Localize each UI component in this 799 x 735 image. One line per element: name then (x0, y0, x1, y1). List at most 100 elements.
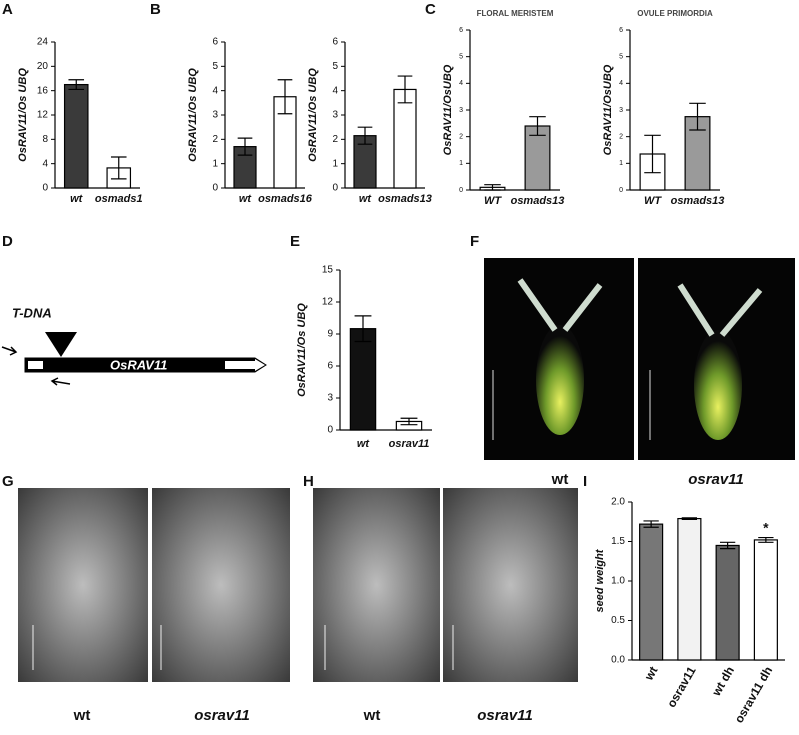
photo-stigma (677, 283, 763, 337)
y-tick-label: 0 (459, 187, 463, 194)
panel-letter: C (425, 1, 436, 18)
y-tick-label: 12 (322, 297, 334, 308)
y-axis-label: OsRAV11/Os UBQ (296, 303, 308, 397)
bar (393, 88, 417, 189)
y-axis-label: OsRAV11/OsUBQ (602, 64, 614, 155)
tdna-triangle (45, 332, 77, 357)
panel-letter: G (2, 473, 14, 490)
error-bar (237, 137, 253, 156)
chart-title: OVULE PRIMORDIA (637, 9, 713, 18)
y-tick-label: 20 (37, 61, 49, 72)
bar (677, 517, 702, 661)
bar (63, 83, 89, 189)
y-tick-label: 6 (332, 37, 338, 48)
tdna-label: T-DNA (12, 305, 52, 320)
y-tick-label: 0 (327, 425, 333, 436)
panel-letter: E (290, 233, 300, 250)
photo-pistil (536, 325, 584, 435)
photo-label: wt (73, 707, 91, 724)
y-tick-label: 4 (42, 158, 48, 169)
x-tick-label: osmads13 (671, 195, 725, 207)
y-tick-label: 5 (459, 54, 463, 61)
photo-label: wt (363, 707, 381, 724)
y-tick-label: 5 (212, 61, 218, 72)
photo-label: osrav11 (194, 707, 250, 724)
y-tick-label: 16 (37, 85, 49, 96)
annotation: * (763, 519, 769, 535)
gene-bar (24, 357, 267, 373)
y-tick-label: 0.0 (611, 655, 625, 666)
y-axis-label: OsRAV11/Os UBQ (17, 68, 29, 162)
panel-letter: A (2, 1, 13, 18)
photo (443, 488, 578, 682)
y-tick-label: 5 (332, 61, 338, 72)
y-tick-label: 3 (327, 393, 333, 404)
y-tick-label: 0 (332, 183, 338, 194)
x-tick-label: osmads1 (95, 193, 143, 205)
panel-letter: F (470, 233, 479, 250)
y-tick-label: 3 (459, 107, 463, 114)
y-axis-label: seed weight (594, 548, 606, 612)
x-tick-label: osmads13 (378, 193, 432, 205)
y-tick-label: 1 (212, 158, 218, 169)
y-tick-label: 6 (459, 27, 463, 34)
x-tick-label: WT (644, 195, 662, 207)
x-tick-label: osrav11 (664, 664, 699, 710)
y-axis-label: OsRAV11/OsUBQ (442, 64, 454, 155)
y-tick-label: 1.0 (611, 576, 625, 587)
x-tick-label: osmads13 (511, 195, 565, 207)
y-tick-label: 4 (459, 80, 463, 87)
y-tick-label: 6 (327, 361, 333, 372)
error-bar (644, 134, 661, 174)
utr (225, 361, 255, 369)
error-bar (354, 315, 372, 343)
bar (639, 523, 664, 661)
y-tick-label: 6 (619, 27, 623, 34)
chart-title: FLORAL MERISTEM (477, 9, 554, 18)
error-bar (681, 517, 698, 520)
photo (313, 488, 440, 682)
bar (349, 328, 377, 431)
photo-stigma (517, 278, 603, 332)
gene-label: OsRAV11 (110, 357, 167, 372)
x-tick-label: wt (239, 193, 253, 205)
photo (152, 488, 290, 682)
y-tick-label: 0 (212, 183, 218, 194)
bar (715, 544, 740, 661)
panel-letter: D (2, 233, 13, 250)
y-tick-label: 12 (37, 110, 49, 121)
x-tick-label: osmads16 (258, 193, 313, 205)
photo-pistil (694, 330, 742, 440)
error-bar (529, 116, 546, 136)
y-tick-label: 0 (42, 183, 48, 194)
y-tick-label: 2 (332, 134, 338, 145)
bar (753, 539, 778, 661)
y-tick-label: 0 (619, 187, 623, 194)
y-tick-label: 2 (459, 134, 463, 141)
y-tick-label: 24 (37, 37, 49, 48)
y-tick-label: 4 (212, 85, 218, 96)
error-bar (357, 126, 373, 145)
photo (18, 488, 148, 682)
y-axis-label: OsRAV11/Os UBQ (187, 68, 199, 162)
x-tick-label: wt (357, 438, 371, 450)
x-tick-label: wt (641, 664, 660, 683)
x-tick-label: wt dh (709, 664, 737, 699)
y-tick-label: 2.0 (611, 497, 625, 508)
x-tick-label: osrav11 dh (732, 664, 775, 725)
panel-letter: I (583, 473, 587, 490)
photo-label: osrav11 (688, 471, 744, 488)
y-tick-label: 1.5 (611, 536, 625, 547)
y-tick-label: 1 (459, 160, 463, 167)
error-bar (719, 541, 736, 550)
y-tick-label: 1 (332, 158, 338, 169)
utr (255, 359, 265, 371)
y-tick-label: 8 (42, 134, 48, 145)
utr (28, 361, 43, 369)
y-tick-label: 3 (212, 110, 218, 121)
y-tick-label: 15 (322, 265, 334, 276)
y-tick-label: 4 (619, 80, 623, 87)
y-tick-label: 1 (619, 160, 623, 167)
x-tick-label: wt (359, 193, 373, 205)
